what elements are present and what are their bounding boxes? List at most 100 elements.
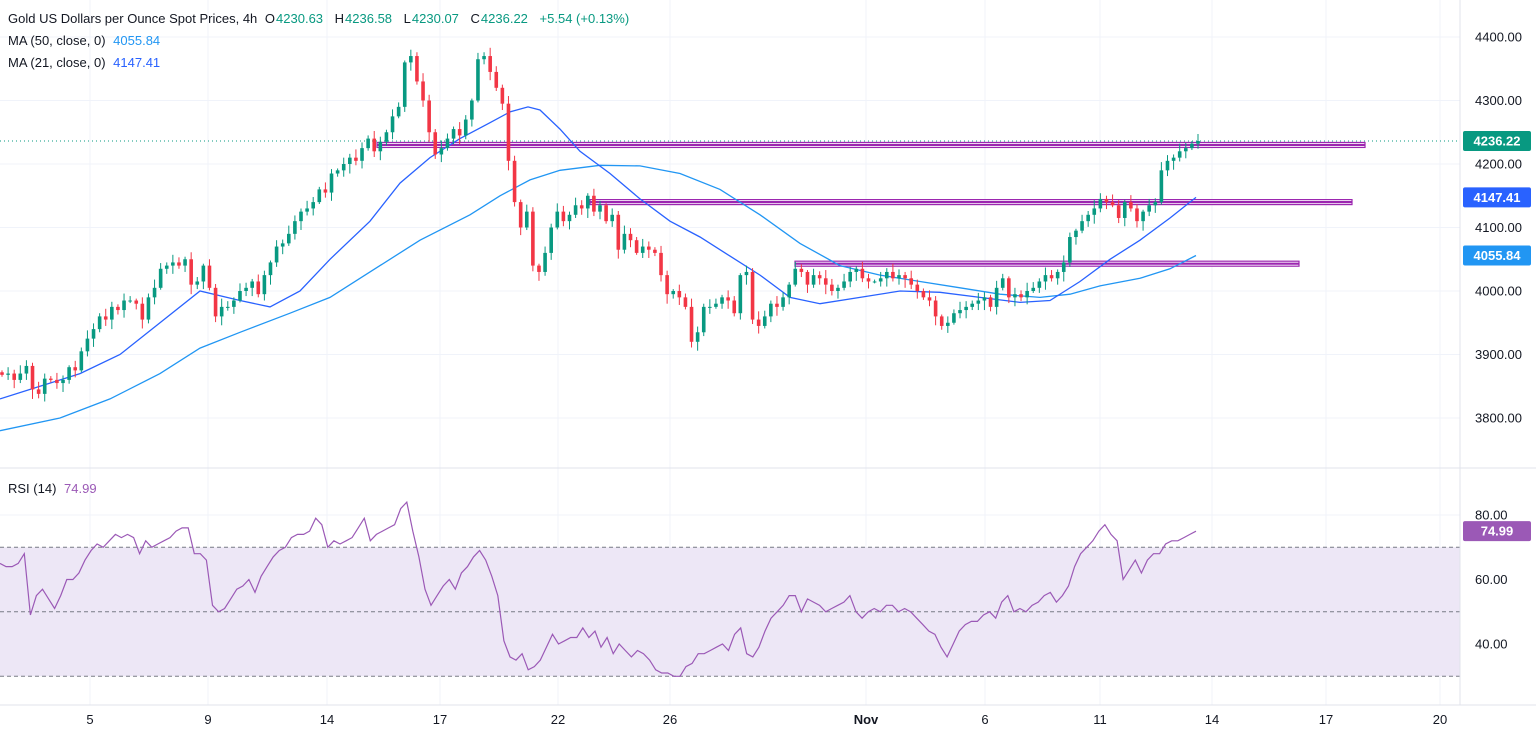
candle <box>665 270 669 304</box>
candle <box>1129 195 1133 212</box>
candle <box>232 297 236 314</box>
candle <box>1092 200 1097 224</box>
candle-body <box>1000 278 1005 288</box>
candle-body <box>0 372 4 375</box>
candle-body <box>683 297 688 307</box>
candle <box>213 284 218 323</box>
candle-body <box>695 332 700 342</box>
candle-body <box>390 116 395 133</box>
ma21-line <box>0 106 1197 400</box>
candle <box>24 360 29 380</box>
price-label-bg <box>1463 131 1531 152</box>
candle <box>299 208 303 231</box>
close-value: 4236.22 <box>480 11 528 26</box>
candle <box>732 296 737 317</box>
candle <box>811 268 816 288</box>
candle <box>982 292 987 311</box>
candle <box>817 271 822 285</box>
candle-body <box>1110 202 1115 206</box>
candle <box>1031 282 1036 293</box>
candle-body <box>817 275 822 279</box>
candle-body <box>915 284 920 291</box>
candle-body <box>732 300 737 314</box>
low-value: 4230.07 <box>411 11 459 26</box>
candle <box>488 47 492 81</box>
candle-body <box>317 189 322 203</box>
candle <box>640 238 645 258</box>
candle <box>433 129 438 159</box>
candle-body <box>457 129 462 136</box>
candle <box>457 122 462 145</box>
candle <box>195 277 200 290</box>
candle-body <box>842 281 846 288</box>
candle-body <box>647 246 651 250</box>
candle-body <box>750 271 755 320</box>
candle <box>1135 204 1139 228</box>
rsi-tick-label: 60.00 <box>1475 572 1508 587</box>
candle <box>524 204 529 231</box>
candle <box>354 149 358 166</box>
candle <box>677 284 682 305</box>
candle-body <box>604 205 608 222</box>
candle <box>402 60 407 112</box>
candle <box>866 273 871 289</box>
candle-body <box>329 173 334 193</box>
low-label: L <box>403 11 411 26</box>
candle-body <box>18 373 23 380</box>
candle <box>494 66 499 91</box>
candle-body <box>49 378 53 380</box>
candle-body <box>158 268 163 288</box>
candle-body <box>512 160 517 203</box>
candle <box>1007 276 1011 304</box>
candle <box>726 290 730 309</box>
candle-body <box>1129 202 1133 209</box>
candle-body <box>726 297 730 301</box>
candle-body <box>970 303 975 307</box>
close-label: C <box>470 11 480 26</box>
candle <box>683 293 688 310</box>
candle <box>933 296 938 326</box>
candle <box>189 252 193 295</box>
candle-body <box>1196 141 1200 144</box>
candle <box>476 52 480 103</box>
candle-body <box>1122 202 1127 218</box>
candle <box>1141 209 1145 231</box>
price-tick-label: 4300.00 <box>1475 93 1522 108</box>
candle-body <box>195 281 200 285</box>
time-tick-label: 17 <box>1319 712 1333 727</box>
ma50-label: MA (50, close, 0) <box>8 33 106 48</box>
candle <box>653 247 657 257</box>
candle-body <box>384 132 389 142</box>
candle <box>348 153 352 174</box>
candle <box>836 284 840 299</box>
candle-body <box>232 300 236 307</box>
candle <box>762 310 767 329</box>
candle <box>781 292 785 311</box>
candle-body <box>988 297 993 307</box>
candle-body <box>488 56 492 72</box>
candle-body <box>42 378 47 394</box>
candle-body <box>665 275 669 295</box>
candle <box>463 115 468 140</box>
candle <box>1049 270 1054 282</box>
candle <box>1043 267 1048 290</box>
price-tick-label: 4200.00 <box>1475 157 1522 172</box>
rsi-series-line <box>0 500 1197 677</box>
candle <box>604 203 608 224</box>
candle <box>988 294 993 312</box>
candle-body <box>6 373 10 375</box>
price-label: 4147.41 <box>1474 190 1521 205</box>
candle-body <box>909 278 914 285</box>
price-tick-label: 4400.00 <box>1475 30 1522 45</box>
chart-title: Gold US Dollars per Ounce Spot Prices, 4… <box>8 11 258 26</box>
candle-body <box>1007 278 1011 298</box>
ma21-legend: MA (21, close, 0) 4147.41 <box>8 52 164 74</box>
candle-body <box>482 56 486 60</box>
candle-body <box>1171 157 1176 161</box>
rsi-line <box>0 500 1197 677</box>
candle <box>311 197 316 216</box>
candle-body <box>360 148 364 161</box>
candle <box>360 142 364 169</box>
candle-body <box>427 100 431 133</box>
candle <box>219 298 224 326</box>
